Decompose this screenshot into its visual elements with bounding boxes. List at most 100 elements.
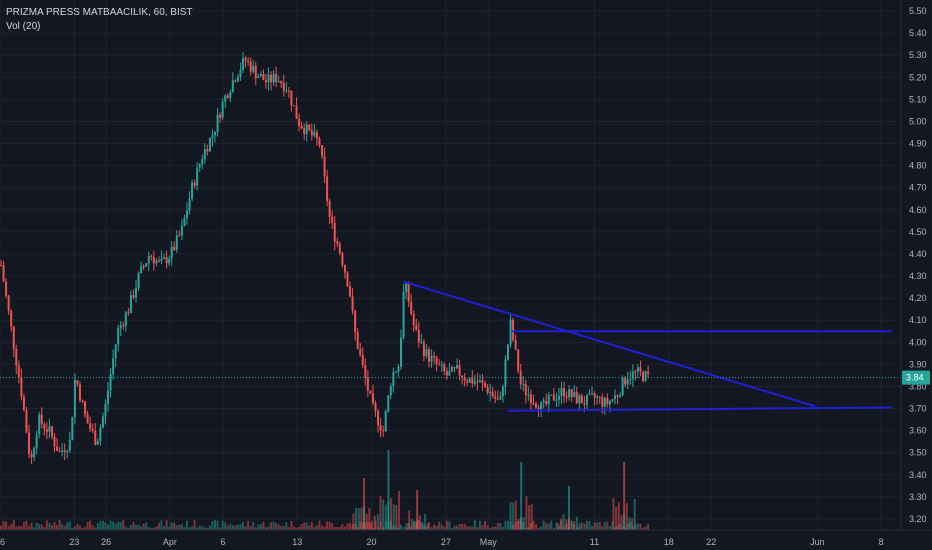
- candle-body: [588, 393, 591, 395]
- volume-bar: [321, 525, 324, 530]
- volume-bar: [124, 526, 127, 530]
- candle-body: [43, 424, 46, 430]
- candle-body: [481, 380, 484, 383]
- volume-bar: [349, 523, 352, 530]
- candle-body: [58, 450, 61, 452]
- candle-body: [450, 367, 453, 372]
- volume-bar: [642, 527, 645, 530]
- candle-body: [468, 378, 471, 383]
- volume-bar: [155, 526, 158, 530]
- candle-body: [76, 380, 79, 385]
- trendlines[interactable]: [403, 280, 892, 412]
- time-tick-label: Apr: [163, 537, 177, 547]
- symbol-title[interactable]: PRIZMA PRESS MATBAACILIK, 60, BIST: [6, 7, 193, 18]
- candle-body: [226, 95, 229, 98]
- volume-bar: [315, 525, 318, 530]
- time-tick-label: May: [480, 537, 498, 547]
- time-axis[interactable]: 16 23 26 Apr 6 13 20 27 May 11 18 22 Jun 8: [0, 537, 884, 547]
- candle-body: [48, 426, 51, 432]
- volume-bar: [501, 527, 504, 530]
- trendline-descending-resistance: [403, 280, 816, 408]
- candle-body: [461, 375, 464, 378]
- volume-bar: [352, 513, 355, 530]
- candle-body: [15, 348, 18, 366]
- price-axis[interactable]: 3.20 3.30 3.40 3.50 3.60 3.70 3.80 3.90 4.00 4.10…: [909, 6, 927, 524]
- volume-bar: [127, 527, 130, 530]
- volume-bar: [244, 525, 247, 530]
- candle-body: [231, 80, 234, 92]
- candle-body: [631, 371, 634, 379]
- candle-body: [96, 440, 99, 445]
- volume-bar: [552, 527, 555, 530]
- candle-body: [570, 389, 573, 397]
- price-tick-label: 4.20: [909, 293, 927, 303]
- volume-bar: [104, 522, 107, 530]
- candle-body: [619, 395, 622, 397]
- volume-bar: [478, 520, 481, 530]
- candle-body: [557, 395, 560, 400]
- candle-body: [310, 130, 313, 136]
- volume-bar: [86, 521, 89, 530]
- candle-body: [147, 256, 150, 264]
- candle-body: [63, 450, 66, 453]
- volume-indicator-label[interactable]: Vol (20): [6, 21, 41, 32]
- volume-bar: [438, 521, 441, 530]
- volume-bar: [323, 526, 326, 530]
- volume-bar: [408, 510, 411, 530]
- price-tick-label: 3.90: [909, 359, 927, 369]
- candle-body: [173, 246, 176, 250]
- volume-bar: [119, 522, 122, 530]
- chart-grid: [0, 0, 901, 530]
- candle-body: [201, 159, 204, 165]
- candle-body: [127, 312, 130, 314]
- candle-body: [343, 265, 346, 273]
- candle-body: [86, 414, 89, 424]
- candle-body: [91, 429, 94, 431]
- time-tick-label: 22: [706, 537, 716, 547]
- volume-bar: [522, 516, 525, 530]
- candle-body: [114, 344, 117, 359]
- candle-body: [466, 380, 469, 383]
- time-tick-label: 11: [590, 537, 599, 547]
- volume-bar: [45, 520, 48, 530]
- candle-body: [129, 295, 132, 314]
- volume-bar: [433, 524, 436, 530]
- candle-body: [249, 61, 252, 72]
- candle-body: [35, 434, 38, 449]
- candle-body: [66, 450, 69, 453]
- candle-body: [448, 371, 451, 376]
- last-price-tag-label: 3.84: [906, 373, 924, 383]
- volume-bar: [512, 502, 515, 530]
- volume-bar: [310, 521, 313, 530]
- candle-body: [473, 381, 476, 384]
- candle-body: [356, 332, 359, 349]
- candle-body: [397, 366, 400, 372]
- candle-body: [132, 295, 135, 298]
- volume-bar: [272, 521, 275, 530]
- price-tick-label: 4.30: [909, 271, 927, 281]
- candle-body: [300, 125, 303, 129]
- volume-bar: [91, 525, 94, 530]
- volume-bar: [611, 521, 614, 530]
- candle-body: [545, 400, 548, 405]
- volume-bar: [287, 527, 290, 530]
- volume-bar: [33, 527, 36, 530]
- candle-body: [303, 128, 306, 134]
- volume-bar: [165, 520, 168, 530]
- volume-bar: [639, 523, 642, 530]
- candle-body: [435, 357, 438, 364]
- volume-bar: [606, 521, 609, 530]
- candle-body: [568, 389, 571, 398]
- candle-body: [259, 74, 262, 77]
- volume-bar: [426, 523, 429, 530]
- volume-bar: [363, 506, 366, 530]
- candle-body: [272, 73, 275, 83]
- volume-bar: [17, 525, 20, 530]
- volume-bar: [570, 520, 573, 530]
- price-tick-label: 3.30: [909, 492, 927, 502]
- volume-bar: [623, 513, 626, 530]
- volume-bar: [30, 522, 33, 530]
- volume-bar: [262, 521, 265, 530]
- volume-bar: [221, 520, 224, 530]
